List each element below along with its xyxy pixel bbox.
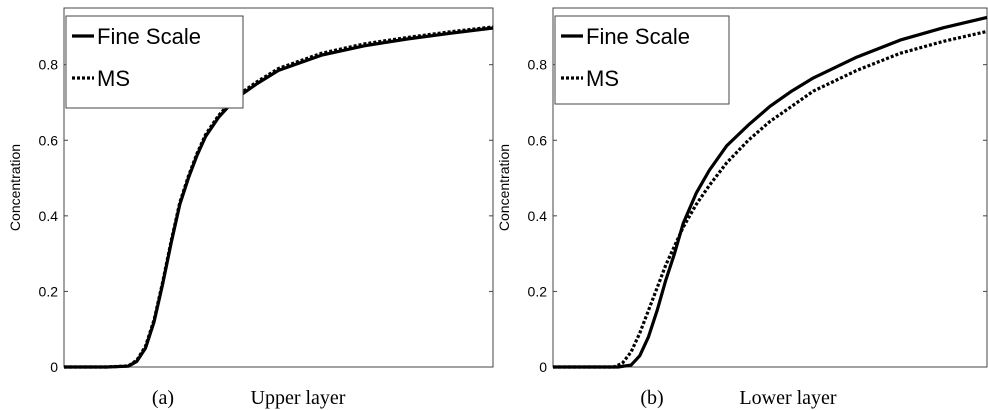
y-tick-label: 0.4	[528, 208, 548, 224]
y-tick-label: 0.4	[39, 208, 59, 224]
y-tick-label: 0.8	[528, 57, 548, 73]
plot-frame	[63, 7, 494, 368]
legend-label: MS	[586, 66, 619, 91]
panel-caption: Upper layer	[251, 387, 346, 409]
y-tick-label: 0.6	[39, 132, 59, 148]
panel-label: (b)	[640, 387, 663, 409]
y-axis-label: Concentration	[7, 144, 23, 231]
series-line-ms	[553, 29, 988, 369]
y-tick-label: 0.2	[528, 283, 548, 299]
series-line-fine-scale	[64, 26, 494, 369]
legend-box	[554, 15, 730, 105]
legend-label: Fine Scale	[97, 24, 201, 49]
series-line-ms	[64, 25, 494, 369]
legend-box	[65, 15, 244, 109]
legend-label: Fine Scale	[586, 24, 690, 49]
legend-label: MS	[97, 66, 130, 91]
y-tick-label: 0	[50, 359, 58, 375]
series-line-fine-scale	[553, 15, 988, 369]
y-tick-label: 0.2	[39, 283, 59, 299]
plot-frame	[552, 7, 988, 368]
y-tick-label: 0.6	[528, 132, 548, 148]
y-axis-label: Concentration	[496, 144, 512, 231]
chart-panel-a: 0 0.2 0.4 0.6 0.8 Concentration Fine Scale MS (a…	[7, 7, 494, 409]
y-tick-label: 0.8	[39, 57, 59, 73]
y-tick-label: 0	[539, 359, 547, 375]
panel-caption: Lower layer	[739, 387, 837, 409]
panel-label: (a)	[152, 387, 174, 409]
chart-panel-b: 0 0.2 0.4 0.6 0.8 Concentration Fine Scale MS (b…	[496, 7, 988, 409]
